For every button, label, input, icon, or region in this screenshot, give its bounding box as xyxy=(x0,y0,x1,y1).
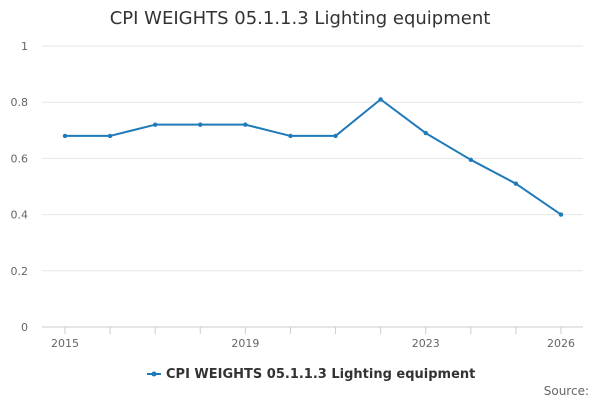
x-tick-label: 2023 xyxy=(412,337,440,350)
data-point xyxy=(378,97,383,102)
data-point xyxy=(198,122,203,127)
series-line xyxy=(64,98,562,216)
chart-title: CPI WEIGHTS 05.1.1.3 Lighting equipment xyxy=(110,8,491,29)
x-tick-label: 2026 xyxy=(547,337,575,350)
y-tick-label: 0.2 xyxy=(11,265,29,278)
legend-swatch-marker xyxy=(151,371,157,377)
data-point xyxy=(243,122,248,127)
y-axis: 0 0.2 0.4 0.6 0.8 1 xyxy=(11,40,29,334)
y-tick-label: 0.4 xyxy=(11,209,29,222)
data-point xyxy=(558,212,564,217)
data-point xyxy=(107,133,113,139)
source-label: Source: xyxy=(544,384,589,398)
x-axis: 2015 2019 2023 2026 xyxy=(42,326,583,350)
data-point xyxy=(513,181,519,186)
y-tick-label: 1 xyxy=(21,40,28,53)
data-point xyxy=(468,157,474,163)
x-tick-label: 2015 xyxy=(51,337,79,350)
x-tick-label: 2019 xyxy=(231,337,259,350)
y-tick-label: 0.8 xyxy=(11,96,29,109)
data-point xyxy=(62,133,68,139)
y-tick-label: 0.6 xyxy=(11,152,29,165)
grid xyxy=(42,45,583,272)
data-point xyxy=(288,133,293,139)
series-group xyxy=(62,97,564,217)
data-point xyxy=(423,130,428,136)
data-point xyxy=(333,133,338,139)
legend-label: CPI WEIGHTS 05.1.1.3 Lighting equipment xyxy=(166,367,475,382)
legend[interactable]: CPI WEIGHTS 05.1.1.3 Lighting equipment xyxy=(147,367,475,382)
y-tick-label: 0 xyxy=(21,321,28,334)
data-point xyxy=(152,122,158,127)
